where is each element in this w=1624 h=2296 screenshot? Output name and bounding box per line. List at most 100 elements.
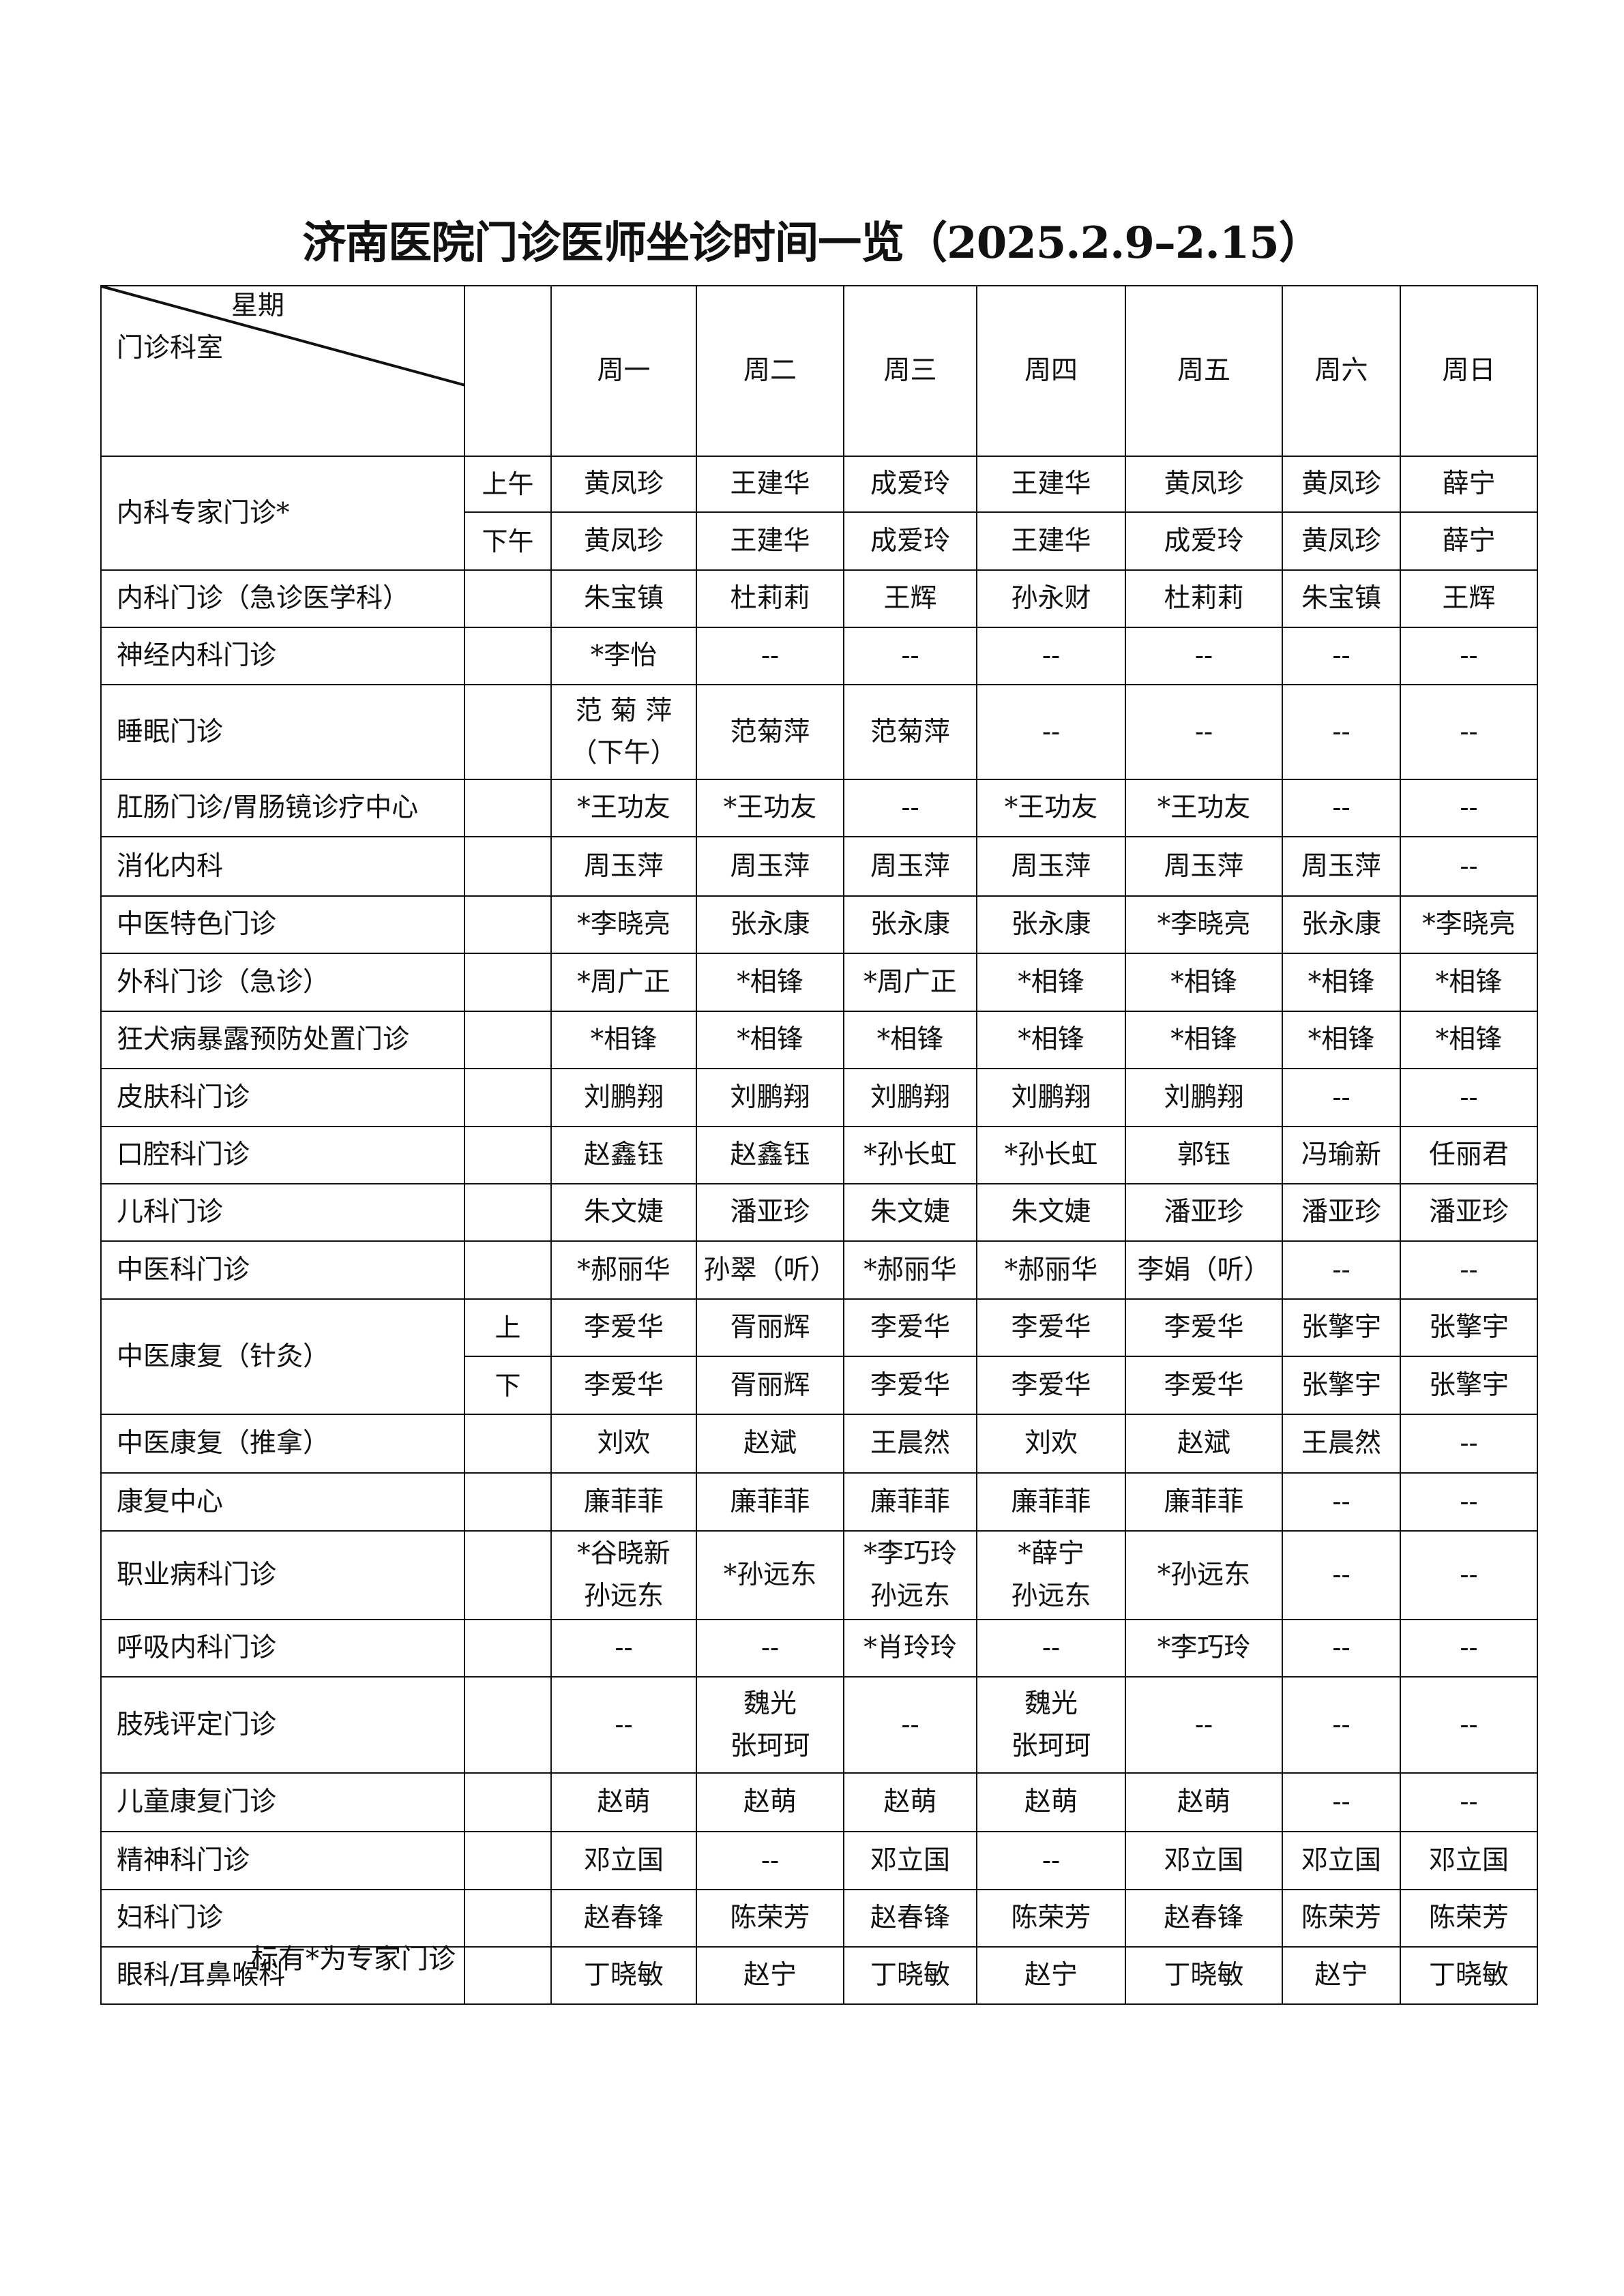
- department-name: 神经内科门诊: [100, 627, 465, 685]
- department-name: 口腔科门诊: [100, 1126, 465, 1184]
- table-row: 内科专家门诊* 上午 黄凤珍 王建华 成爱玲 王建华 黄凤珍 黄凤珍 薛宁: [100, 456, 1538, 571]
- doctor-cell: *相锋: [1400, 953, 1538, 1012]
- department-name: 眼科/耳鼻喉科: [100, 1946, 465, 2005]
- doctor-cell: --: [843, 627, 977, 685]
- session-label-empty: [464, 895, 552, 954]
- session-label-empty: [464, 1472, 552, 1532]
- doctor-cell: *周广正: [843, 953, 977, 1012]
- doctor-cell: 周玉萍: [696, 836, 844, 897]
- doctor-cell: 丁晓敏: [843, 1946, 977, 2005]
- table-row: 妇科门诊 赵春锋 陈荣芳 赵春锋 陈荣芳 赵春锋 陈荣芳 陈荣芳: [100, 1889, 1538, 1948]
- table-row: 呼吸内科门诊 -- -- *肖玲玲 -- *李巧玲 -- --: [100, 1619, 1538, 1678]
- doctor-cell: *李晓亮: [1400, 895, 1538, 954]
- session-label-empty: [464, 1068, 552, 1127]
- doctor-cell: 王建华: [976, 511, 1126, 571]
- doctor-cell: 朱文婕: [843, 1183, 977, 1242]
- doctor-cell: 王晨然: [843, 1414, 977, 1474]
- doctor-cell: 陈荣芳: [976, 1889, 1126, 1948]
- table-row: 肛肠门诊/胃肠镜诊疗中心 *王功友 *王功友 -- *王功友 *王功友 -- --: [100, 779, 1538, 837]
- doctor-cell: 王辉: [1400, 569, 1538, 628]
- doctor-cell: --: [1125, 627, 1283, 685]
- doctor-cell: 李娟（听）: [1125, 1240, 1283, 1300]
- doctor-cell: 刘鹏翔: [550, 1068, 697, 1127]
- doctor-cell: 赵萌: [843, 1772, 977, 1832]
- doctor-cell: 张擎宇: [1400, 1298, 1538, 1357]
- doctor-cell: 潘亚珍: [1282, 1183, 1401, 1242]
- doctor-cell: --: [1400, 1240, 1538, 1300]
- session-label-empty: [464, 1126, 552, 1184]
- table-row: 皮肤科门诊 刘鹏翔 刘鹏翔 刘鹏翔 刘鹏翔 刘鹏翔 -- --: [100, 1068, 1538, 1127]
- table-row: 儿科门诊 朱文婕 潘亚珍 朱文婕 朱文婕 潘亚珍 潘亚珍 潘亚珍: [100, 1183, 1538, 1242]
- doctor-cell: *孙长虹: [843, 1126, 977, 1184]
- department-name: 睡眠门诊: [100, 684, 465, 780]
- doctor-cell: --: [1400, 684, 1538, 780]
- doctor-cell: 李爱华: [843, 1298, 977, 1357]
- doctor-cell: 黄凤珍: [550, 511, 697, 571]
- doctor-cell: 张永康: [976, 895, 1126, 954]
- doctor-cell: 朱文婕: [976, 1183, 1126, 1242]
- doctor-cell: 成爱玲: [843, 511, 977, 571]
- doctor-cell: *李晓亮: [550, 895, 697, 954]
- doctor-cell: *肖玲玲: [843, 1619, 977, 1678]
- doctor-cell: 魏光 张珂珂: [696, 1676, 844, 1774]
- doctor-cell: 黄凤珍: [1125, 456, 1283, 513]
- day-header: 周一: [550, 285, 697, 457]
- doctor-cell: 邓立国: [1125, 1831, 1283, 1890]
- doctor-cell: --: [1125, 684, 1283, 780]
- doctor-cell: 成爱玲: [1125, 511, 1283, 571]
- doctor-cell: 王辉: [843, 569, 977, 628]
- doctor-cell: 赵春锋: [1125, 1889, 1283, 1948]
- doctor-cell: 赵萌: [1125, 1772, 1283, 1832]
- doctor-cell: 黄凤珍: [1282, 511, 1401, 571]
- doctor-cell: --: [976, 627, 1126, 685]
- session-label: 上午: [464, 456, 552, 513]
- table-row: 康复中心 廉菲菲 廉菲菲 廉菲菲 廉菲菲 廉菲菲 -- --: [100, 1472, 1538, 1532]
- doctor-cell: 潘亚珍: [1400, 1183, 1538, 1242]
- doctor-cell: 李爱华: [1125, 1298, 1283, 1357]
- doctor-cell: 薛宁: [1400, 511, 1538, 571]
- session-label: 下午: [464, 511, 552, 571]
- day-header: 周四: [976, 285, 1126, 457]
- table-row: 精神科门诊 邓立国 -- 邓立国 -- 邓立国 邓立国 邓立国: [100, 1831, 1538, 1890]
- doctor-cell: 李爱华: [976, 1298, 1126, 1357]
- doctor-cell: 胥丽辉: [696, 1298, 844, 1357]
- doctor-cell: 冯瑜新: [1282, 1126, 1401, 1184]
- doctor-cell: --: [1282, 1772, 1401, 1832]
- session-label: 下: [464, 1356, 552, 1415]
- doctor-cell: --: [1282, 1619, 1401, 1678]
- table-row: 中医科门诊 *郝丽华 孙翠（听） *郝丽华 *郝丽华 李娟（听） -- --: [100, 1240, 1538, 1300]
- corner-cell: 星期 门诊科室: [100, 285, 465, 457]
- doctor-cell: 赵春锋: [550, 1889, 697, 1948]
- doctor-cell: *薛宁 孙远东: [976, 1530, 1126, 1620]
- doctor-cell: *相锋: [1400, 1011, 1538, 1069]
- session-label-empty: [464, 1889, 552, 1948]
- doctor-cell: 刘鹏翔: [843, 1068, 977, 1127]
- corner-label-weekday: 星期: [231, 290, 285, 321]
- doctor-cell: --: [1400, 1414, 1538, 1474]
- doctor-cell: --: [1400, 627, 1538, 685]
- doctor-cell: 李爱华: [1125, 1356, 1283, 1415]
- day-header: 周三: [843, 285, 977, 457]
- corner-label-department: 门诊科室: [117, 333, 224, 363]
- doctor-cell: *相锋: [696, 953, 844, 1012]
- doctor-cell: 邓立国: [550, 1831, 697, 1890]
- department-name: 狂犬病暴露预防处置门诊: [100, 1011, 465, 1069]
- doctor-cell: --: [1400, 1676, 1538, 1774]
- doctor-cell: 丁晓敏: [550, 1946, 697, 2005]
- table-row: 肢残评定门诊 -- 魏光 张珂珂 -- 魏光 张珂珂 -- -- --: [100, 1676, 1538, 1774]
- doctor-cell: --: [696, 1831, 844, 1890]
- department-name: 中医康复（针灸）: [100, 1298, 465, 1415]
- doctor-cell: 黄凤珍: [1282, 456, 1401, 513]
- day-header: 周二: [696, 285, 844, 457]
- doctor-cell: 周玉萍: [976, 836, 1126, 897]
- doctor-cell: 李爱华: [976, 1356, 1126, 1415]
- doctor-cell: 赵斌: [696, 1414, 844, 1474]
- doctor-cell: 张永康: [1282, 895, 1401, 954]
- session-label-empty: [464, 1414, 552, 1474]
- doctor-cell: 周玉萍: [550, 836, 697, 897]
- doctor-cell: --: [1282, 1240, 1401, 1300]
- doctor-cell: *郝丽华: [843, 1240, 977, 1300]
- department-name: 皮肤科门诊: [100, 1068, 465, 1127]
- department-name: 职业病科门诊: [100, 1530, 465, 1620]
- department-name: 中医康复（推拿）: [100, 1414, 465, 1474]
